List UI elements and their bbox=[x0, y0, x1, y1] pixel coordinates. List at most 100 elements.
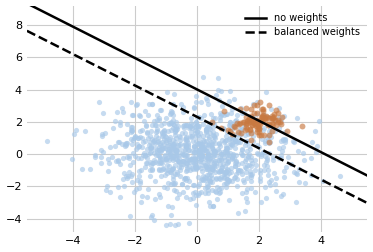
Point bbox=[72, 128, 78, 132]
Point bbox=[199, 153, 205, 157]
Point bbox=[219, 112, 225, 116]
Point bbox=[262, 119, 268, 123]
Point bbox=[308, 173, 314, 177]
Point bbox=[228, 166, 233, 170]
Point bbox=[205, 143, 211, 147]
Point bbox=[252, 168, 258, 172]
Point bbox=[210, 147, 216, 151]
Point bbox=[251, 111, 257, 115]
Point bbox=[217, 118, 223, 122]
Point bbox=[193, 147, 199, 151]
Point bbox=[168, 111, 174, 115]
Point bbox=[231, 155, 237, 160]
Point bbox=[212, 159, 218, 163]
Point bbox=[176, 142, 182, 146]
Point bbox=[165, 168, 171, 172]
Point bbox=[195, 142, 201, 146]
Point bbox=[237, 121, 243, 125]
Point bbox=[267, 178, 273, 182]
Point bbox=[217, 177, 223, 181]
Point bbox=[253, 112, 259, 116]
Point bbox=[182, 154, 188, 158]
Point bbox=[181, 152, 187, 156]
Point bbox=[183, 169, 189, 173]
Point bbox=[225, 156, 231, 160]
Point bbox=[155, 161, 161, 165]
Point bbox=[222, 171, 228, 175]
Point bbox=[147, 146, 153, 150]
Point bbox=[179, 151, 185, 155]
Point bbox=[189, 149, 195, 153]
Point bbox=[232, 164, 238, 168]
Point bbox=[242, 159, 248, 163]
Point bbox=[170, 155, 176, 159]
Point bbox=[188, 135, 194, 139]
Point bbox=[202, 175, 208, 179]
Point bbox=[229, 143, 235, 147]
Point bbox=[181, 143, 187, 147]
Point bbox=[193, 165, 199, 169]
Point bbox=[203, 129, 209, 133]
Point bbox=[278, 139, 284, 143]
Point bbox=[115, 140, 121, 144]
Point bbox=[243, 121, 249, 125]
Point bbox=[163, 223, 169, 227]
Point bbox=[251, 121, 257, 125]
Point bbox=[206, 164, 212, 168]
Point bbox=[300, 151, 305, 155]
Point bbox=[232, 118, 238, 122]
Point bbox=[208, 153, 214, 157]
Point bbox=[100, 150, 106, 154]
Point bbox=[276, 115, 282, 119]
Point bbox=[257, 176, 263, 180]
Point bbox=[204, 162, 210, 166]
Point bbox=[151, 139, 157, 143]
Point bbox=[182, 176, 188, 180]
Point bbox=[151, 217, 157, 222]
Point bbox=[148, 129, 154, 133]
Point bbox=[149, 168, 155, 172]
Point bbox=[139, 128, 145, 132]
Point bbox=[270, 158, 276, 162]
Point bbox=[171, 123, 177, 127]
Point bbox=[170, 138, 176, 142]
Point bbox=[211, 161, 217, 165]
Point bbox=[273, 123, 279, 127]
Point bbox=[162, 157, 168, 161]
Point bbox=[299, 124, 305, 129]
Point bbox=[129, 130, 135, 134]
Point bbox=[194, 142, 200, 146]
Point bbox=[224, 153, 230, 158]
Point bbox=[207, 180, 213, 184]
Point bbox=[216, 142, 222, 146]
Point bbox=[180, 124, 186, 128]
Point bbox=[209, 176, 215, 180]
Point bbox=[225, 168, 231, 172]
Point bbox=[203, 164, 209, 168]
Point bbox=[270, 171, 276, 175]
Point bbox=[212, 150, 218, 154]
Point bbox=[254, 130, 260, 134]
Point bbox=[242, 143, 248, 147]
Point bbox=[130, 113, 136, 117]
Point bbox=[225, 159, 231, 163]
Point bbox=[210, 125, 216, 129]
Point bbox=[211, 149, 217, 153]
Point bbox=[262, 139, 268, 143]
Point bbox=[122, 142, 128, 146]
Point bbox=[146, 102, 152, 106]
Point bbox=[254, 127, 260, 131]
Point bbox=[116, 140, 122, 144]
Point bbox=[185, 123, 191, 127]
Point bbox=[203, 155, 209, 159]
Point bbox=[187, 197, 193, 201]
Point bbox=[141, 119, 147, 123]
Point bbox=[245, 154, 251, 158]
Point bbox=[254, 104, 260, 108]
Point bbox=[280, 193, 286, 197]
Point bbox=[221, 127, 227, 131]
Point bbox=[206, 172, 212, 176]
Point bbox=[209, 164, 215, 168]
Point bbox=[267, 130, 273, 134]
Point bbox=[209, 188, 215, 192]
